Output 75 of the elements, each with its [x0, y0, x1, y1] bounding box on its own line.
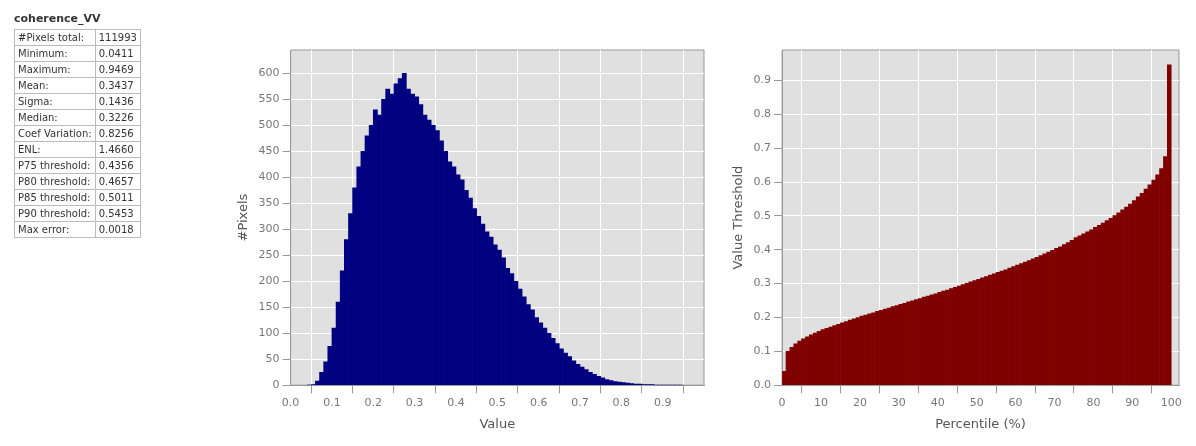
x-tick-label: 20 [852, 395, 867, 409]
x-tick-label: 40 [930, 395, 945, 409]
y-tick-label: 100 [258, 326, 280, 340]
y-tick-label: 250 [258, 248, 280, 262]
y-tick-label: 0.2 [753, 310, 772, 324]
y-tick-label: 0.0 [753, 378, 772, 392]
text: 0.9469 [95, 61, 141, 78]
text: 0.1436 [95, 93, 141, 110]
y-tick-label: 400 [258, 170, 280, 184]
text: ENL: [14, 141, 96, 158]
y-tick-label: 500 [258, 118, 280, 132]
x-tick-label: 90 [1125, 395, 1140, 409]
y-tick-label: 0.7 [753, 141, 772, 155]
text: 0.8256 [95, 125, 141, 142]
x-axis-title: Value [479, 415, 516, 431]
y-tick-label: 200 [258, 274, 280, 288]
x-tick-label: 50 [969, 395, 984, 409]
x-axis-title: Percentile (%) [935, 415, 1026, 431]
text: P80 threshold: [14, 173, 96, 190]
text: 0.3437 [95, 77, 141, 94]
y-axis-title: Value Threshold [730, 165, 746, 270]
text: 0.0411 [95, 45, 141, 62]
x-tick-label: 0 [778, 395, 786, 409]
y-tick-label: 0.8 [753, 107, 772, 121]
text: 0.5453 [95, 205, 141, 222]
y-tick-label: 50 [265, 352, 280, 366]
text: 0.0018 [95, 221, 141, 238]
text: Coef Variation: [14, 125, 96, 142]
y-tick-label: 300 [258, 222, 280, 236]
text: 0.5011 [95, 189, 141, 206]
y-tick-label: 550 [258, 92, 280, 106]
x-tick-label: 0.4 [447, 395, 465, 409]
x-tick-label: 100 [1160, 395, 1182, 409]
y-tick-label: 0.5 [753, 208, 772, 222]
x-tick-label: 80 [1086, 395, 1101, 409]
y-tick-label: 0.3 [753, 276, 772, 290]
y-tick-label: 0.4 [753, 242, 772, 256]
y-axis-title: #Pixels [235, 193, 251, 242]
y-tick-label: 600 [258, 66, 280, 80]
text: #Pixels total: [14, 29, 96, 46]
text: P75 threshold: [14, 157, 96, 174]
x-tick-label: 0.5 [488, 395, 507, 409]
x-tick-label: 0.8 [612, 395, 631, 409]
y-tick-label: 0.6 [753, 174, 772, 188]
text: Max error: [14, 221, 96, 238]
text: P90 threshold: [14, 205, 96, 222]
x-tick-label: 10 [814, 395, 829, 409]
text: P85 threshold: [14, 189, 96, 206]
x-tick-label: 0.9 [653, 395, 672, 409]
y-tick-label: 0.1 [753, 344, 772, 358]
x-tick-label: 30 [891, 395, 906, 409]
text: Maximum: [14, 61, 96, 78]
y-tick-label: 450 [258, 144, 280, 158]
text: Median: [14, 109, 96, 126]
text: 1.4660 [95, 141, 141, 158]
y-tick-label: 350 [258, 196, 280, 210]
x-tick-label: 0.3 [405, 395, 424, 409]
text: 111993 [95, 29, 141, 46]
x-tick-label: 0.2 [364, 395, 383, 409]
x-tick-label: 0.0 [281, 395, 300, 409]
y-tick-label: 0.9 [753, 73, 772, 87]
text: 0.4657 [95, 173, 141, 190]
y-tick-label: 150 [258, 300, 280, 314]
y-tick-label: 0 [272, 378, 280, 392]
text: Sigma: [14, 93, 96, 110]
text: Minimum: [14, 45, 96, 62]
text: Mean: [14, 77, 96, 94]
x-tick-label: 0.1 [323, 395, 341, 409]
x-tick-label: 0.7 [571, 395, 589, 409]
text: 0.3226 [95, 109, 141, 126]
text: 0.4356 [95, 157, 141, 174]
x-tick-label: 60 [1008, 395, 1023, 409]
x-tick-label: 0.6 [529, 395, 548, 409]
x-tick-label: 70 [1047, 395, 1062, 409]
text: coherence_VV [14, 12, 102, 25]
